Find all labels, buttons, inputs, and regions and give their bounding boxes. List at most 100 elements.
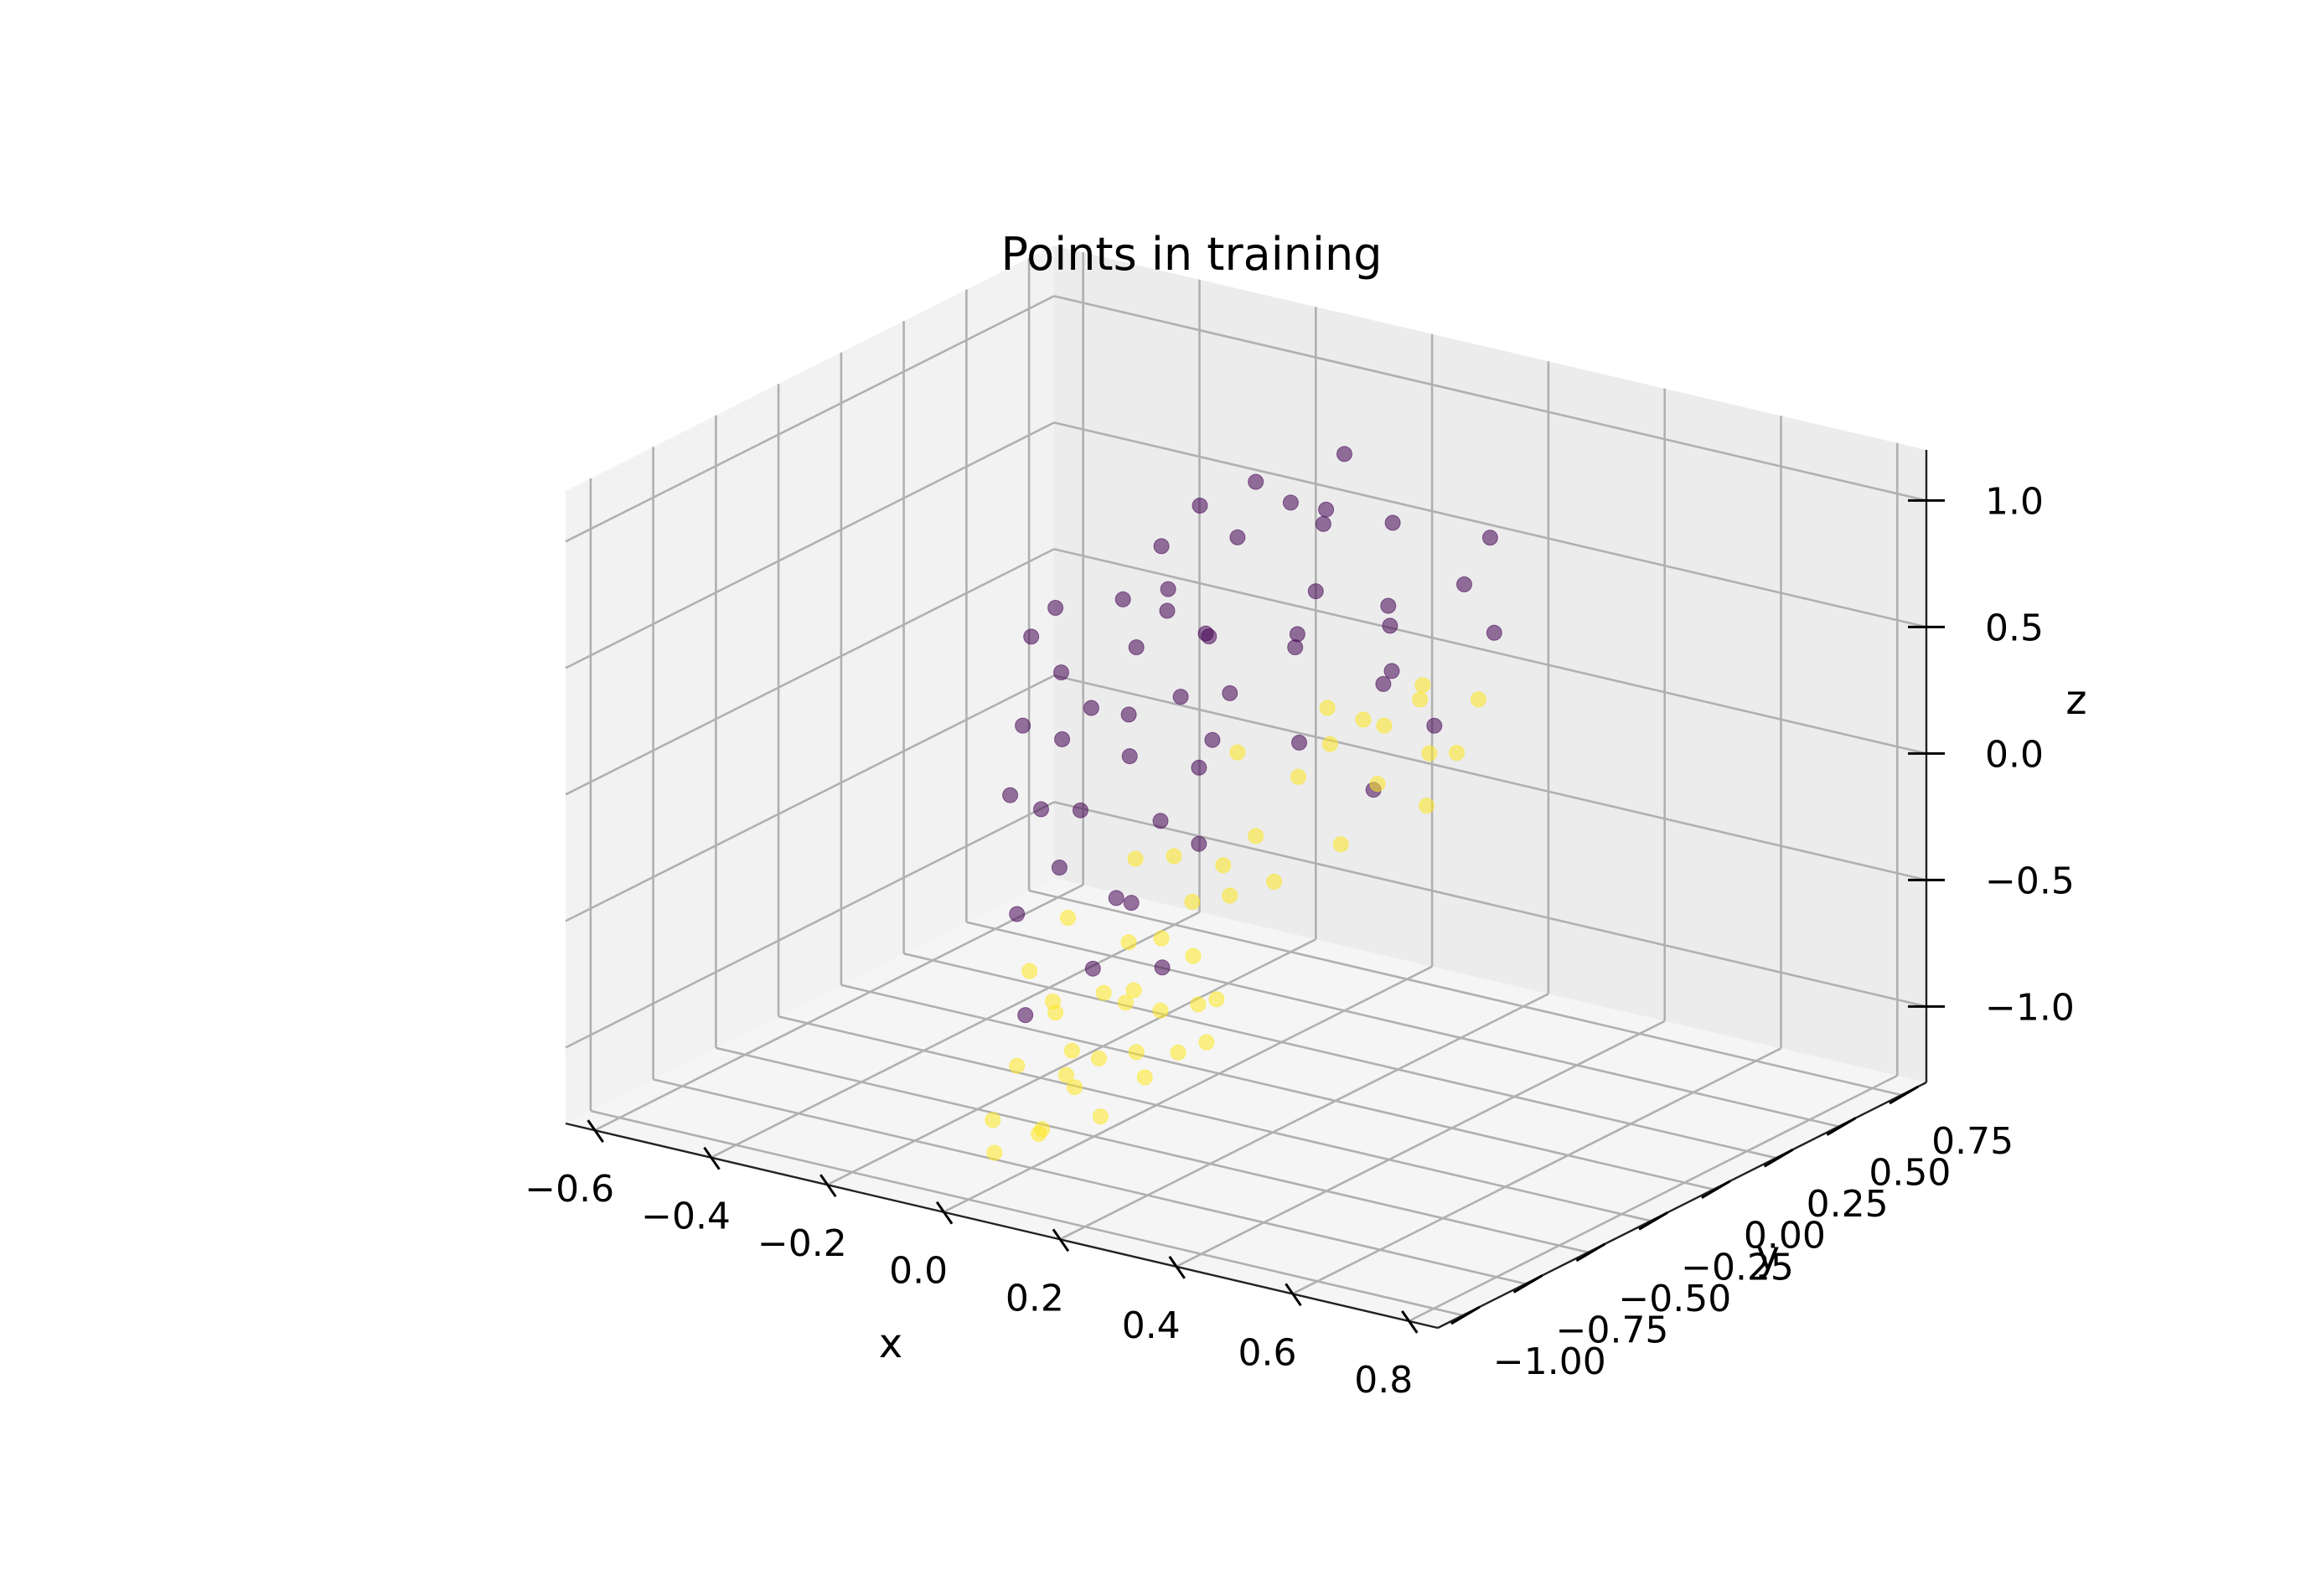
data-point-class-0 xyxy=(1191,759,1207,776)
x-axis-label: x xyxy=(879,1320,902,1367)
data-point-class-0 xyxy=(1154,959,1171,976)
grid-line-z-side xyxy=(565,674,1055,922)
y-tick-mark xyxy=(1889,1085,1919,1105)
data-point-class-0 xyxy=(1248,473,1264,490)
x-tick-mark xyxy=(819,1174,837,1198)
data-point-class-0 xyxy=(1017,1007,1034,1024)
data-point-class-0 xyxy=(1204,731,1221,748)
data-point-class-0 xyxy=(1287,639,1304,656)
x-tick-mark xyxy=(1401,1310,1419,1334)
y-tick-mark xyxy=(1701,1180,1731,1199)
data-point-class-0 xyxy=(1108,890,1124,906)
data-point-class-1 xyxy=(1208,991,1225,1008)
grid-line-x-floor xyxy=(826,938,1316,1186)
data-point-class-0 xyxy=(1015,717,1031,734)
data-point-class-0 xyxy=(1160,581,1176,597)
data-point-class-0 xyxy=(1201,628,1217,645)
data-point-class-1 xyxy=(1412,691,1429,708)
data-point-class-1 xyxy=(1332,836,1349,853)
grid-line-z-back xyxy=(1053,548,1927,755)
y-tick-mark xyxy=(1575,1242,1606,1263)
data-point-class-1 xyxy=(1166,848,1182,865)
data-point-class-1 xyxy=(1222,887,1238,904)
y-tick-label: 0.00 xyxy=(1744,1215,1826,1258)
grid-line-x-floor xyxy=(1176,1020,1666,1268)
z-tick-label: 0.0 xyxy=(1985,733,2044,776)
data-point-class-1 xyxy=(1376,717,1393,734)
data-point-class-0 xyxy=(1383,663,1400,679)
data-point-class-1 xyxy=(1248,828,1264,844)
data-point-class-0 xyxy=(1121,748,1138,765)
x-tick-mark xyxy=(1052,1228,1070,1253)
x-tick-label: −0.6 xyxy=(525,1168,614,1211)
data-point-class-0 xyxy=(1120,706,1137,723)
data-point-class-0 xyxy=(1336,446,1352,462)
grid-line-z-side xyxy=(565,801,1055,1049)
data-point-class-1 xyxy=(1021,963,1038,979)
y-tick-mark xyxy=(1763,1148,1794,1168)
side-pane xyxy=(566,245,1054,1123)
data-point-class-0 xyxy=(1152,813,1169,829)
y-tick-mark xyxy=(1638,1211,1668,1231)
data-point-class-1 xyxy=(1092,1108,1109,1125)
grid-lines xyxy=(565,252,1927,1323)
data-point-class-0 xyxy=(1315,515,1331,532)
x-tick-label: 0.2 xyxy=(1005,1277,1064,1320)
data-point-class-1 xyxy=(986,1144,1003,1161)
grid-line-y-floor xyxy=(716,1046,1589,1254)
data-point-class-0 xyxy=(1229,529,1246,545)
data-point-class-0 xyxy=(1009,906,1026,922)
y-tick-label: 0.25 xyxy=(1807,1183,1889,1226)
x-tick-label: 0.4 xyxy=(1122,1304,1181,1347)
grid-line-x-floor xyxy=(1291,1047,1782,1295)
data-point-class-1 xyxy=(1369,776,1386,793)
data-point-class-1 xyxy=(1152,1002,1169,1019)
data-point-class-0 xyxy=(1426,717,1443,734)
data-point-class-1 xyxy=(1198,1034,1215,1051)
data-point-class-0 xyxy=(1054,731,1071,747)
grid-line-x-floor xyxy=(710,911,1201,1159)
chart-title: Points in training xyxy=(1001,228,1383,281)
data-point-class-0 xyxy=(1114,591,1131,607)
data-point-class-0 xyxy=(1384,514,1401,531)
data-point-class-1 xyxy=(1057,1067,1074,1083)
data-point-class-1 xyxy=(1060,910,1076,926)
grid-line-x-floor xyxy=(943,965,1433,1213)
data-point-class-1 xyxy=(1127,850,1144,867)
data-point-class-1 xyxy=(1170,1044,1186,1061)
data-point-class-1 xyxy=(1063,1042,1080,1059)
data-point-class-0 xyxy=(1053,664,1069,681)
data-point-class-0 xyxy=(1289,626,1305,643)
data-point-class-1 xyxy=(1449,745,1465,762)
data-point-class-1 xyxy=(1190,996,1207,1013)
grid-line-y-floor xyxy=(1028,889,1902,1097)
x-tick-mark xyxy=(1168,1255,1186,1279)
axis-panes xyxy=(566,245,1926,1328)
data-point-class-1 xyxy=(1184,893,1201,910)
data-point-class-1 xyxy=(1125,982,1142,999)
data-point-class-1 xyxy=(1067,1079,1083,1096)
x-tick-mark xyxy=(935,1201,954,1225)
x-tick-mark xyxy=(587,1119,604,1143)
data-point-class-0 xyxy=(1318,501,1335,518)
x-tick-mark xyxy=(1285,1283,1302,1307)
data-point-class-0 xyxy=(1307,583,1324,600)
data-point-class-1 xyxy=(1229,744,1246,761)
y-tick-label: 0.50 xyxy=(1869,1152,1951,1195)
x-tick-label: 0.6 xyxy=(1238,1331,1297,1374)
data-point-class-1 xyxy=(1120,934,1137,951)
data-point-class-1 xyxy=(1215,857,1232,874)
x-tick-label: 0.8 xyxy=(1354,1359,1413,1402)
y-tick-mark xyxy=(1450,1305,1481,1325)
data-point-class-0 xyxy=(1128,639,1145,656)
data-point-class-1 xyxy=(1355,711,1372,728)
data-point-class-0 xyxy=(1002,787,1019,803)
data-point-class-1 xyxy=(1153,930,1170,947)
data-point-class-1 xyxy=(1471,691,1486,708)
data-point-class-1 xyxy=(1128,1044,1145,1061)
y-tick-mark xyxy=(1512,1274,1543,1294)
x-tick-label: −0.2 xyxy=(757,1222,847,1265)
grid-line-y-floor xyxy=(590,1109,1464,1317)
z-axis-label: z xyxy=(2065,677,2086,724)
